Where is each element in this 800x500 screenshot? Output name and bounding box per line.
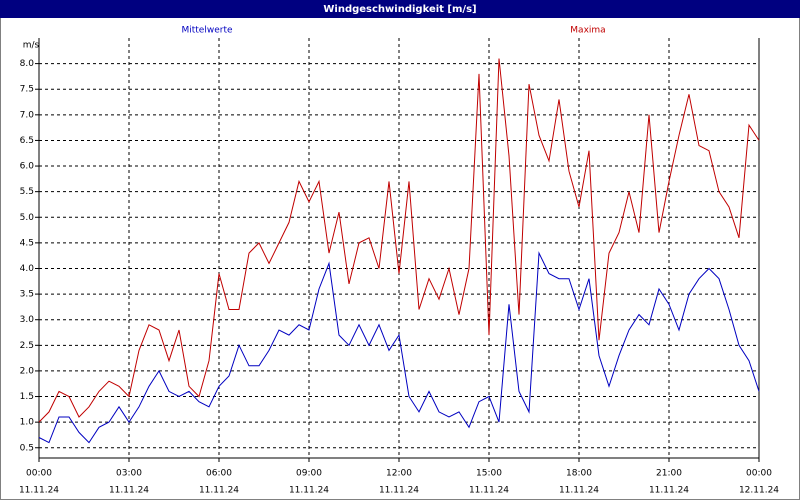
x-tick-date: 11.11.24 <box>199 486 239 496</box>
x-tick-label: 12:00 <box>386 469 412 479</box>
y-tick-label: 4.5 <box>20 238 34 248</box>
x-tick-label: 09:00 <box>296 469 322 479</box>
y-tick-label: 2.0 <box>20 366 35 376</box>
y-tick-label: 6.0 <box>20 162 35 172</box>
x-tick-label: 15:00 <box>476 469 502 479</box>
y-tick-label: 5.5 <box>20 187 34 197</box>
series-line <box>38 58 760 423</box>
x-tick-date: 11.11.24 <box>379 486 419 496</box>
y-tick-label: 6.5 <box>20 136 34 146</box>
y-tick-label: 7.5 <box>20 85 34 95</box>
x-tick-date: 11.11.24 <box>19 486 59 496</box>
y-tick-label: 3.0 <box>20 315 35 325</box>
x-tick-date: 11.11.24 <box>469 486 509 496</box>
x-tick-label: 06:00 <box>206 469 232 479</box>
y-tick-label: 2.5 <box>20 341 34 351</box>
x-tick-date: 11.11.24 <box>109 486 149 496</box>
y-tick-label: 1.5 <box>20 392 34 402</box>
x-tick-date: 11.11.24 <box>649 486 689 496</box>
x-tick-date: 11.11.24 <box>289 486 329 496</box>
x-tick-date: 11.11.24 <box>559 486 599 496</box>
y-tick-label: 4.0 <box>20 264 35 274</box>
y-tick-label: 8.0 <box>20 59 35 69</box>
title-bar <box>0 0 800 18</box>
x-tick-label: 00:00 <box>26 469 52 479</box>
y-tick-label: 5.0 <box>20 213 35 223</box>
x-tick-label: 00:00 <box>746 469 772 479</box>
series-line <box>38 251 760 444</box>
y-tick-label: 7.0 <box>20 110 35 120</box>
y-tick-label: 0.5 <box>20 443 34 453</box>
legend-label: Maxima <box>570 26 605 36</box>
y-axis-unit: m/s <box>23 41 40 51</box>
x-tick-date: 12.11.24 <box>739 486 779 496</box>
y-tick-label: 1.0 <box>20 418 35 428</box>
x-tick-label: 18:00 <box>566 469 592 479</box>
chart-title: Windgeschwindigkeit [m/s] <box>323 4 476 15</box>
legend-label: Mittelwerte <box>181 26 232 36</box>
x-tick-label: 03:00 <box>116 469 142 479</box>
y-tick-label: 3.5 <box>20 290 34 300</box>
x-tick-label: 21:00 <box>656 469 682 479</box>
